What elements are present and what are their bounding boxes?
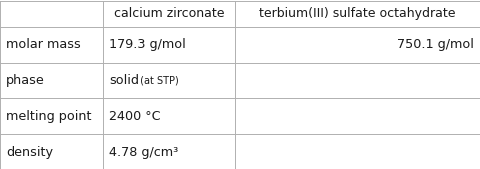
Text: 2400 °C: 2400 °C — [109, 110, 161, 123]
Text: molar mass: molar mass — [6, 38, 81, 51]
Text: 750.1 g/mol: 750.1 g/mol — [397, 38, 474, 51]
Text: (at STP): (at STP) — [137, 75, 179, 86]
Text: terbium(III) sulfate octahydrate: terbium(III) sulfate octahydrate — [259, 7, 456, 20]
Text: 179.3 g/mol: 179.3 g/mol — [109, 38, 186, 51]
Text: density: density — [6, 146, 53, 159]
Text: solid: solid — [109, 74, 139, 87]
Text: melting point: melting point — [6, 110, 92, 123]
Text: phase: phase — [6, 74, 45, 87]
Text: 4.78 g/cm³: 4.78 g/cm³ — [109, 146, 179, 159]
Text: calcium zirconate: calcium zirconate — [114, 7, 225, 20]
